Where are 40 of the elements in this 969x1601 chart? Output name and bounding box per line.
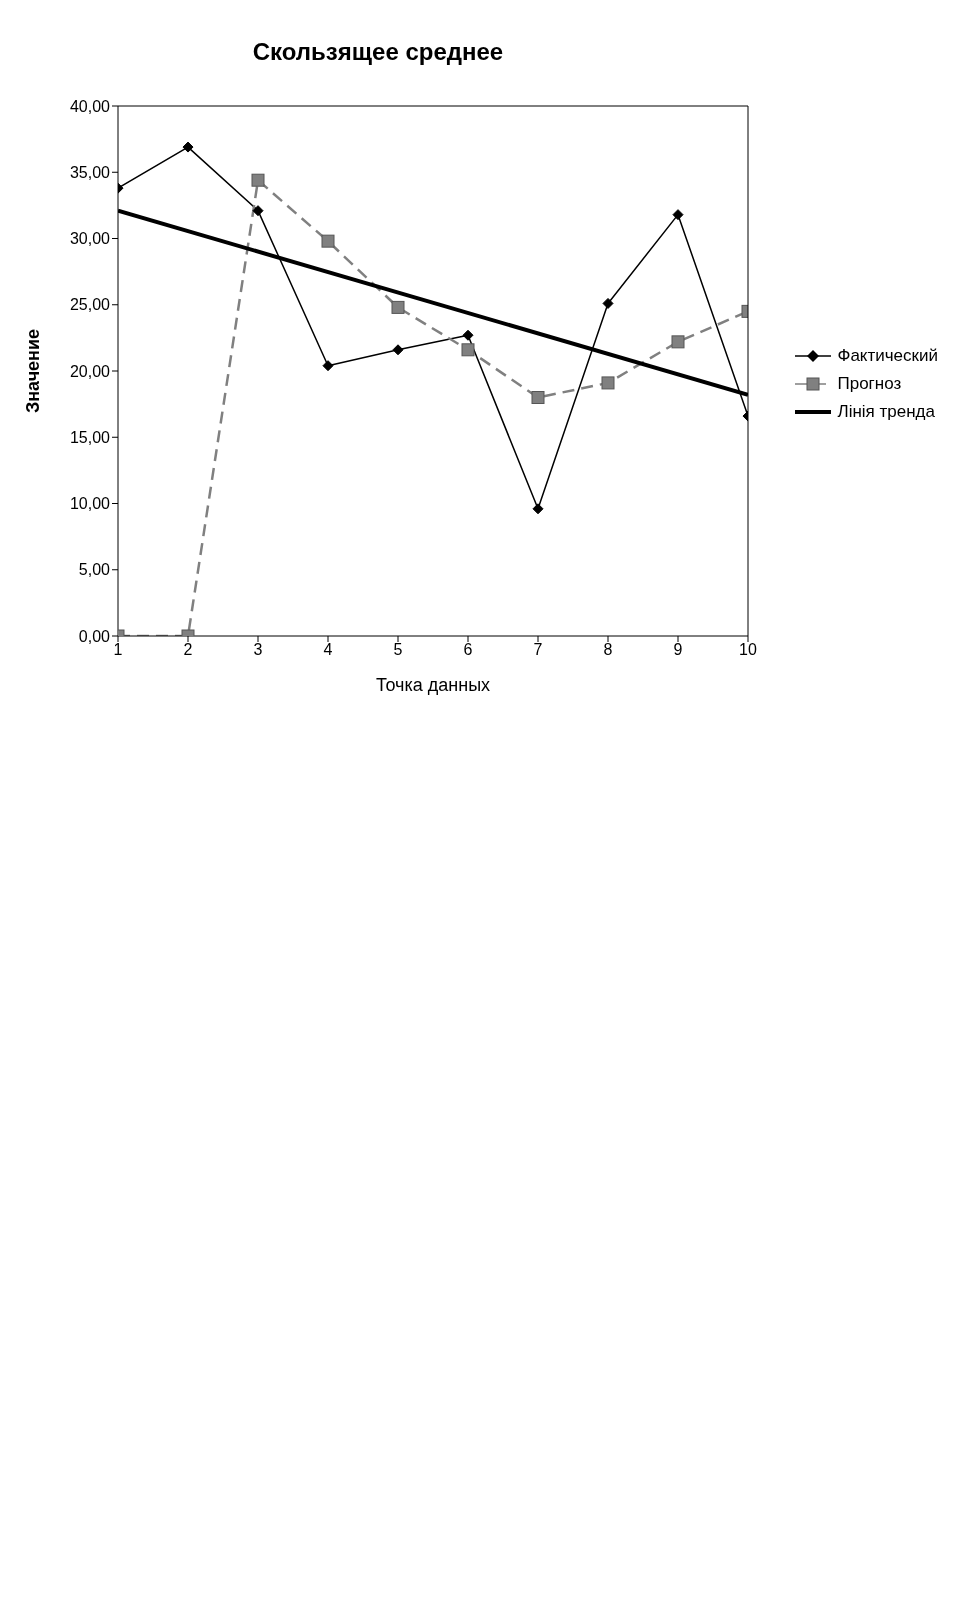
point: [602, 297, 614, 309]
point: [321, 234, 335, 248]
x-tick-label: 3: [253, 641, 263, 659]
y-tick-label: 0,00: [78, 627, 111, 645]
y-tick-label: 30,00: [69, 230, 111, 248]
x-tick-label: 8: [603, 641, 613, 659]
point: [252, 205, 264, 217]
x-axis-title: Точка данных: [375, 675, 491, 695]
x-tick-label: 7: [533, 641, 543, 659]
y-tick-label: 20,00: [69, 362, 111, 380]
x-tick-label: 4: [323, 641, 333, 659]
point: [461, 343, 475, 357]
point: [251, 173, 265, 187]
y-tick-label: 35,00: [69, 163, 111, 181]
point: [392, 344, 404, 356]
x-tick-label: 6: [463, 641, 473, 659]
x-tick-label: 1: [113, 641, 123, 659]
point: [322, 360, 334, 372]
point: [671, 335, 685, 349]
x-tick-label: 10: [739, 641, 757, 659]
point: [391, 300, 405, 314]
y-tick-label: 5,00: [78, 561, 111, 579]
legend-label: Лінія тренда: [837, 402, 935, 422]
legend-label: Фактический: [837, 346, 938, 366]
x-tick-label: 5: [393, 641, 403, 659]
x-tick-label: 2: [183, 641, 193, 659]
y-tick-label: 15,00: [69, 428, 111, 446]
y-tick-label: 40,00: [69, 97, 111, 115]
point: [601, 376, 615, 390]
legend-label: Прогноз: [837, 374, 902, 394]
y-tick-label: 10,00: [69, 495, 111, 513]
y-axis-title: Значение: [23, 328, 44, 414]
x-tick-label: 9: [673, 641, 683, 659]
point: [531, 391, 545, 404]
point: [462, 329, 474, 341]
point: [532, 503, 544, 515]
y-tick-label: 25,00: [69, 296, 111, 314]
point: [182, 141, 194, 153]
chart-title: Скользящее среднее: [251, 37, 505, 67]
point: [672, 209, 684, 221]
